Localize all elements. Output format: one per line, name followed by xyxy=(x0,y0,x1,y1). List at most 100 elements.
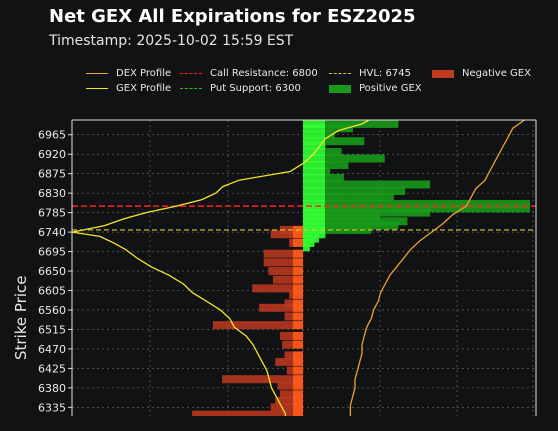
positive-gex-core xyxy=(303,243,310,252)
legend-label-hvl: HVL: 6745 xyxy=(359,68,411,79)
negative-gex-bar xyxy=(252,284,303,293)
negative-gex-core xyxy=(293,321,303,330)
y-tick-label: 6560 xyxy=(38,304,66,317)
negative-gex-bar xyxy=(268,267,303,276)
positive-gex-bar xyxy=(303,180,431,189)
positive-gex-core xyxy=(303,161,325,170)
positive-gex-core xyxy=(303,137,325,146)
legend-swatch-gex xyxy=(86,88,108,89)
negative-gex-core xyxy=(293,290,303,299)
negative-gex-bar xyxy=(279,390,303,399)
negative-gex-core xyxy=(293,340,303,349)
positive-gex-bar xyxy=(303,199,530,208)
negative-gex-core xyxy=(293,351,303,360)
y-tick-label: 6875 xyxy=(38,168,66,181)
y-tick-label: 6470 xyxy=(38,343,66,356)
legend-item-call-resistance: Call Resistance: 6800 xyxy=(180,68,318,79)
negative-gex-bar xyxy=(270,230,303,239)
plot-marks xyxy=(72,120,536,416)
negative-gex-core xyxy=(293,258,303,267)
positive-gex-bar xyxy=(303,212,381,221)
negative-gex-core xyxy=(293,299,303,308)
positive-gex-core xyxy=(303,141,325,150)
positive-gex-bar xyxy=(303,193,394,202)
positive-gex-bar xyxy=(303,161,349,170)
negative-gex-core xyxy=(293,366,303,375)
negative-gex-bar xyxy=(282,340,303,349)
positive-gex-core xyxy=(303,221,325,230)
positive-gex-core xyxy=(303,208,325,217)
positive-gex-core xyxy=(303,180,325,189)
legend-item-positive-gex: Positive GEX xyxy=(329,83,422,94)
dex-profile-line xyxy=(349,120,525,416)
y-tick-label: 6695 xyxy=(38,246,66,259)
negative-gex-bar xyxy=(259,303,303,312)
legend-swatch-positive-gex xyxy=(329,84,351,93)
legend-swatch-negative-gex xyxy=(432,69,454,78)
positive-gex-core xyxy=(303,186,325,195)
legend-label-gex: GEX Profile xyxy=(116,83,172,94)
positive-gex-core xyxy=(303,234,319,243)
y-tick-label: 6335 xyxy=(38,401,66,414)
positive-gex-bar xyxy=(303,217,408,226)
positive-gex-bar xyxy=(303,120,399,128)
negative-gex-core xyxy=(293,375,303,384)
negative-gex-core xyxy=(293,275,303,284)
positive-gex-bar xyxy=(303,221,399,230)
negative-gex-core xyxy=(293,410,303,416)
negative-gex-bar xyxy=(192,410,303,416)
positive-gex-core xyxy=(303,154,325,163)
y-tick-label: 6785 xyxy=(38,207,66,220)
negative-gex-bar xyxy=(275,396,303,405)
chart-title: Net GEX All Expirations for ESZ2025 xyxy=(49,6,416,27)
positive-gex-core xyxy=(303,167,325,176)
positive-gex-core xyxy=(303,212,325,221)
negative-gex-bar xyxy=(222,375,303,384)
positive-gex-core xyxy=(303,120,325,128)
negative-gex-bar xyxy=(279,331,303,340)
y-tick-label: 6920 xyxy=(38,148,66,161)
legend-label-negative-gex: Negative GEX xyxy=(462,68,531,79)
legend-label-call-resistance: Call Resistance: 6800 xyxy=(210,68,318,79)
negative-gex-core xyxy=(293,381,303,390)
chart-subtitle: Timestamp: 2025-10-02 15:59 EST xyxy=(49,33,294,49)
legend-swatch-dex xyxy=(86,73,108,74)
negative-gex-core xyxy=(293,357,303,366)
legend-label-put-support: Put Support: 6300 xyxy=(210,83,301,94)
positive-gex-core xyxy=(303,199,325,208)
negative-gex-core xyxy=(293,312,303,321)
negative-gex-bar xyxy=(272,275,303,284)
positive-gex-bar xyxy=(303,208,431,217)
y-tick-label: 6830 xyxy=(38,187,66,200)
gex-profile-line xyxy=(72,120,370,416)
y-tick-label: 6515 xyxy=(38,323,66,336)
y-tick-label: 6650 xyxy=(38,265,66,278)
y-tick-label: 6425 xyxy=(38,362,66,375)
negative-gex-bar xyxy=(263,258,303,267)
positive-gex-core xyxy=(303,193,325,202)
y-tick-label: 6965 xyxy=(38,129,66,142)
negative-gex-core xyxy=(293,390,303,399)
positive-gex-core xyxy=(303,230,325,239)
legend-item-put-support: Put Support: 6300 xyxy=(180,83,301,94)
negative-gex-core xyxy=(293,403,303,412)
legend-item-gex-profile: GEX Profile xyxy=(86,83,171,94)
negative-gex-core xyxy=(293,284,303,293)
positive-gex-core xyxy=(303,173,325,182)
positive-gex-core xyxy=(303,148,325,157)
negative-gex-bar xyxy=(270,403,303,412)
positive-gex-core xyxy=(303,217,325,226)
legend-label-dex: DEX Profile xyxy=(116,68,172,79)
negative-gex-core xyxy=(293,331,303,340)
negative-gex-bar xyxy=(275,357,303,366)
legend-item-dex-profile: DEX Profile xyxy=(86,68,171,79)
positive-gex-bar xyxy=(303,186,406,195)
legend-item-negative-gex: Negative GEX xyxy=(432,68,531,79)
legend-swatch-hvl xyxy=(329,73,351,74)
positive-gex-bar xyxy=(303,204,530,213)
y-tick-label: 6380 xyxy=(38,382,66,395)
positive-gex-core xyxy=(303,204,325,213)
negative-gex-core xyxy=(293,230,303,239)
